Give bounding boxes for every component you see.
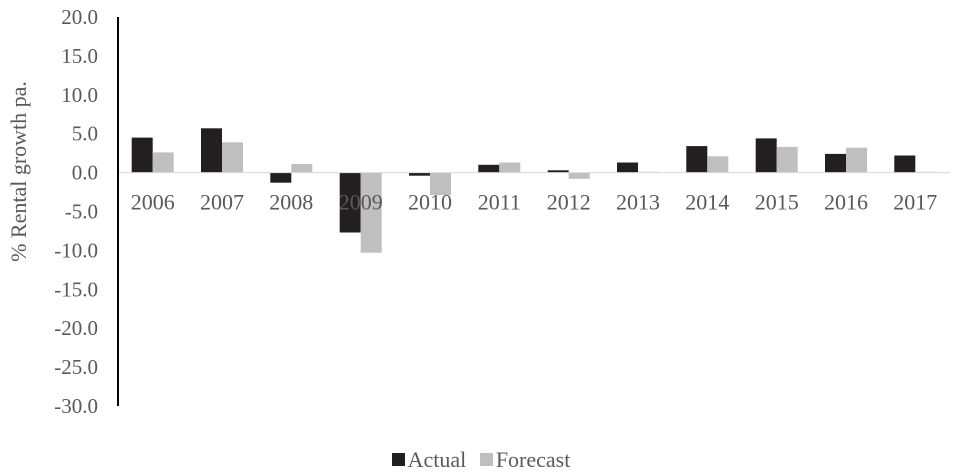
bar-actual-2012 — [547, 170, 569, 173]
bar-forecast-2010 — [430, 172, 451, 196]
x-category-label: 2015 — [755, 190, 799, 215]
y-tick-label: 10.0 — [61, 83, 98, 107]
bar-forecast-2011 — [499, 162, 521, 173]
x-axis-category-labels: 2006 2007 2008 2009 2010 2011 2012 2013 2014 2015… — [131, 190, 938, 215]
bar-actual-2008 — [270, 172, 292, 183]
x-category-label: 2007 — [200, 190, 244, 215]
bar-forecast-2006 — [152, 152, 174, 173]
x-category-label: 2013 — [616, 190, 660, 215]
x-category-label: 2006 — [131, 190, 175, 215]
bar-forecast-2012 — [568, 172, 590, 179]
x-category-label: 2016 — [824, 190, 868, 215]
legend-swatch-actual — [391, 453, 405, 466]
legend: Actual Forecast — [0, 446, 962, 474]
y-tick-label: 15.0 — [61, 44, 98, 68]
y-tick-label: -15.0 — [54, 277, 98, 301]
y-tick-label: -5.0 — [65, 200, 98, 224]
y-tick-label: 5.0 — [72, 122, 98, 146]
x-category-label: 2010 — [408, 190, 452, 215]
bar-actual-2010 — [409, 172, 430, 176]
bar-actual-2015 — [755, 138, 777, 173]
bar-forecast-2015 — [776, 146, 798, 173]
bar-actual-2006 — [131, 137, 153, 173]
y-tick-label: -20.0 — [54, 316, 98, 340]
bar-series — [131, 128, 937, 253]
bar-forecast-2016 — [846, 147, 867, 173]
legend-item-forecast: Forecast — [479, 446, 571, 474]
y-tick-label: -10.0 — [54, 238, 98, 262]
y-tick-label: 20.0 — [61, 5, 98, 29]
y-axis-ticks: 20.0 15.0 10.0 5.0 0.0 -5.0 -10.0 -15.0 -20.0 -25… — [54, 5, 98, 418]
bar-forecast-2014 — [707, 156, 729, 173]
bar-actual-2009 — [339, 172, 361, 233]
legend-label-actual: Actual — [407, 447, 467, 472]
x-category-label: 2017 — [893, 190, 937, 215]
legend-swatch-forecast — [479, 453, 493, 466]
x-category-label: 2012 — [547, 190, 591, 215]
legend-item-actual: Actual — [391, 446, 467, 474]
bar-forecast-2009 — [360, 172, 382, 253]
bar-actual-2011 — [478, 164, 500, 173]
x-category-label: 2011 — [478, 190, 521, 215]
y-tick-label: 0.0 — [72, 161, 98, 185]
bar-actual-2016 — [825, 153, 846, 173]
y-tick-label: -25.0 — [54, 355, 98, 379]
bar-actual-2017 — [894, 155, 916, 173]
bar-actual-2013 — [617, 162, 638, 173]
y-axis-title: % Rental growth pa. — [6, 81, 31, 262]
legend-label-forecast: Forecast — [495, 447, 571, 472]
x-category-label: 2009 — [339, 190, 383, 215]
bar-forecast-2008 — [291, 164, 313, 173]
y-tick-label: -30.0 — [54, 394, 98, 418]
bar-actual-2007 — [201, 128, 222, 173]
x-category-label: 2014 — [685, 190, 729, 215]
bar-actual-2014 — [686, 146, 708, 173]
bar-forecast-2007 — [222, 142, 243, 173]
x-category-label: 2008 — [269, 190, 313, 215]
bar-chart: 20.0 15.0 10.0 5.0 0.0 -5.0 -10.0 -15.0 -20.0 -25… — [6, 5, 950, 418]
